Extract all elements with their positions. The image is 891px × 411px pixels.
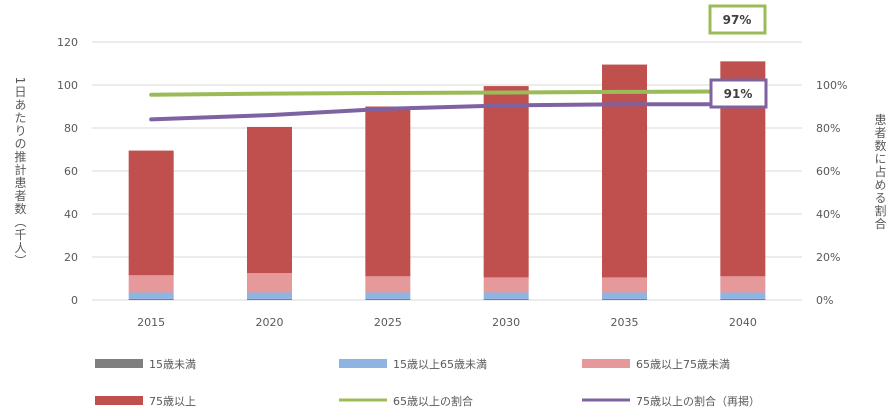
legend-label-65to74: 65歳以上75歳未満 bbox=[636, 358, 730, 371]
bar-under15-2025 bbox=[365, 298, 411, 300]
y-tick-label-0: 0 bbox=[71, 294, 78, 307]
bar-under15-2030 bbox=[483, 298, 529, 300]
bar-15to64-2035 bbox=[602, 292, 647, 299]
legend-label-share75: 75歳以上の割合（再掲） bbox=[636, 394, 760, 408]
y-axis-right-title: 患者数に占める割合 bbox=[873, 113, 887, 230]
y2-tick-label-20: 20% bbox=[816, 251, 840, 264]
y-tick-label-120: 120 bbox=[57, 36, 78, 49]
y-axis-right-ticks: 0% 20% 40% 60% 80% 100% bbox=[816, 79, 847, 307]
line-share65plus bbox=[149, 89, 745, 97]
bar-15to64-2025 bbox=[365, 292, 411, 299]
y2-tick-label-60: 60% bbox=[816, 165, 840, 178]
y2-tick-label-80: 80% bbox=[816, 122, 840, 135]
legend-label-under15: 15歳未満 bbox=[149, 358, 196, 371]
callout-91-box bbox=[709, 78, 768, 109]
bar-75plus-2015 bbox=[128, 150, 174, 276]
bar-65to74-2040 bbox=[720, 276, 766, 293]
bar-under15-2040 bbox=[720, 298, 766, 300]
y-tick-label-60: 60 bbox=[64, 165, 78, 178]
x-tick-label-2020: 2020 bbox=[256, 316, 284, 329]
y2-tick-label-0: 0% bbox=[816, 294, 833, 307]
bar-75plus-2035 bbox=[602, 64, 647, 278]
line-share75plus bbox=[149, 102, 745, 122]
legend: 15歳未満 15歳以上65歳未満 65歳以上75歳未満 75歳以上 65歳以上の… bbox=[95, 358, 760, 408]
x-tick-label-2015: 2015 bbox=[137, 316, 165, 329]
bar-under15-2035 bbox=[602, 298, 647, 300]
y-tick-label-40: 40 bbox=[64, 208, 78, 221]
callout-97: 97% bbox=[708, 4, 767, 35]
y2-tick-label-100: 100% bbox=[816, 79, 847, 92]
x-tick-label-2025: 2025 bbox=[374, 316, 402, 329]
bar-75plus-2025 bbox=[365, 106, 411, 277]
y-axis-left-title: 1日あたりの推計患者数（千人） bbox=[13, 77, 27, 268]
bar-under15-2020 bbox=[247, 298, 292, 300]
bar-65to74-2030 bbox=[483, 277, 529, 293]
y2-tick-label-40: 40% bbox=[816, 208, 840, 221]
y-tick-label-100: 100 bbox=[57, 79, 78, 92]
bar-65to74-2035 bbox=[602, 277, 647, 293]
legend-swatch-75plus bbox=[95, 396, 143, 405]
bar-75plus-2030 bbox=[483, 86, 529, 278]
legend-label-75plus: 75歳以上 bbox=[149, 395, 196, 408]
bar-65to74-2020 bbox=[247, 273, 292, 293]
bar-15to64-2015 bbox=[128, 292, 174, 299]
x-axis-ticks: 2015 2020 2025 2030 2035 2040 bbox=[137, 316, 757, 329]
bar-65to74-2015 bbox=[128, 275, 174, 293]
callout-97-box bbox=[708, 4, 767, 35]
bar-15to64-2020 bbox=[247, 292, 292, 299]
y-axis-left-ticks: 0 20 40 60 80 100 120 bbox=[57, 36, 78, 307]
line-series-group bbox=[149, 89, 745, 122]
y-tick-label-20: 20 bbox=[64, 251, 78, 264]
bar-15to64-2040 bbox=[720, 292, 766, 299]
legend-label-15to64: 15歳以上65歳未満 bbox=[393, 358, 487, 371]
x-tick-label-2030: 2030 bbox=[492, 316, 520, 329]
callout-97-label: 97% bbox=[723, 13, 752, 27]
bar-under15-2015 bbox=[128, 298, 174, 300]
callout-91: 91% bbox=[709, 78, 768, 109]
legend-swatch-65to74 bbox=[582, 359, 630, 368]
bar-75plus-2020 bbox=[247, 126, 292, 274]
bar-65to74-2025 bbox=[365, 276, 411, 293]
x-tick-label-2040: 2040 bbox=[729, 316, 757, 329]
bar-series-group bbox=[128, 61, 766, 300]
callout-91-label: 91% bbox=[724, 87, 753, 101]
x-tick-label-2035: 2035 bbox=[611, 316, 639, 329]
legend-label-share65: 65歳以上の割合 bbox=[393, 394, 473, 408]
legend-swatch-15to64 bbox=[339, 359, 387, 368]
y-tick-label-80: 80 bbox=[64, 122, 78, 135]
legend-swatch-under15 bbox=[95, 359, 143, 368]
bar-15to64-2030 bbox=[483, 292, 529, 299]
gridlines bbox=[92, 41, 802, 301]
